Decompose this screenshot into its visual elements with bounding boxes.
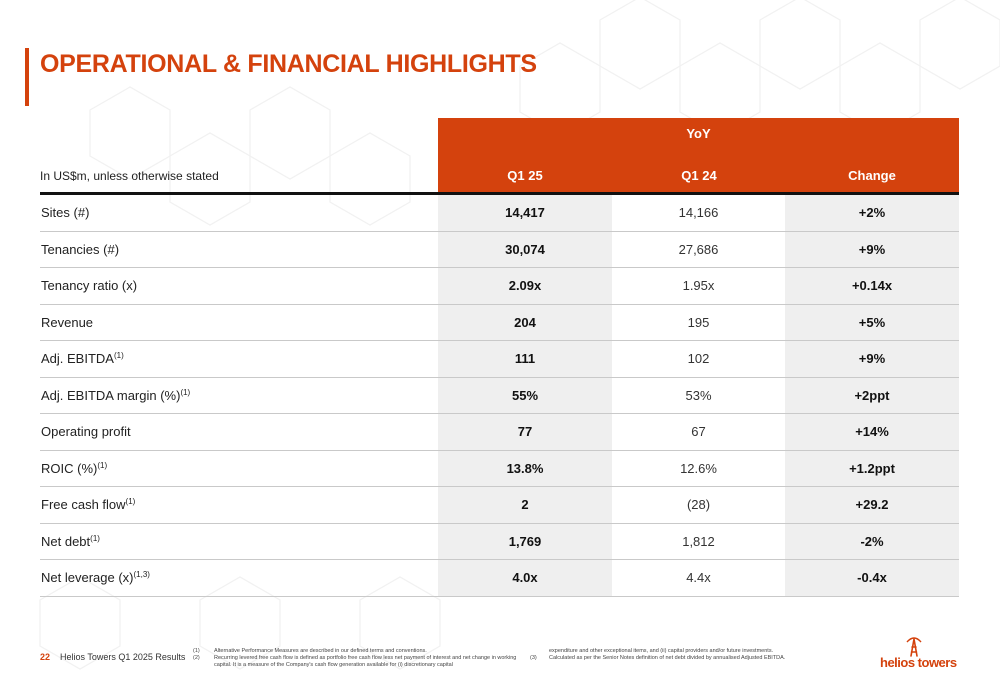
- footnote-2-continuation: expenditure and other exceptional items,…: [549, 648, 774, 654]
- row-label: Free cash flow(1): [41, 497, 136, 512]
- helios-tower-mast-icon: [906, 637, 922, 657]
- table-header-band: [438, 118, 959, 192]
- page-number: 22: [40, 652, 51, 662]
- table-row: Operating profit 77 67 +14%: [40, 414, 959, 451]
- footnote-1-text: Alternative Performance Measures are des…: [214, 648, 427, 654]
- column-header-q1-25: Q1 25: [507, 168, 543, 183]
- q1-24-value: 14,166: [678, 205, 719, 220]
- footnote-2-marker: (2): [193, 655, 200, 661]
- row-label: ROIC (%)(1): [41, 460, 108, 476]
- q1-25-value: 111: [514, 351, 536, 366]
- helios-towers-logo: helios towers: [880, 637, 962, 670]
- q1-24-value: 67: [691, 424, 706, 439]
- table-row: Adj. EBITDA margin (%)(1) 55% 53% +2ppt: [40, 378, 959, 414]
- table-row: Net debt(1) 1,769 1,812 -2%: [40, 524, 959, 560]
- q1-25-value: 55%: [511, 387, 539, 403]
- q1-25-value: 14,417: [505, 205, 545, 220]
- q1-25-value: 204: [514, 314, 536, 330]
- q1-24-value: (28): [686, 497, 711, 512]
- change-value: +5%: [858, 314, 886, 330]
- highlights-table: Sites (#) 14,417 14,166 +2% Tenancies (#…: [40, 195, 959, 597]
- q1-24-value: 27,686: [678, 241, 719, 257]
- row-label: Net leverage (x)(1,3): [41, 570, 150, 585]
- row-label: Sites (#): [41, 205, 90, 220]
- q1-24-value: 1.95x: [682, 278, 715, 293]
- change-value: +29.2: [855, 497, 889, 512]
- change-value: +2ppt: [854, 387, 890, 403]
- q1-25-value: 77: [517, 424, 533, 439]
- table-row: Tenancy ratio (x) 2.09x 1.95x +0.14x: [40, 268, 959, 305]
- table-row: Revenue 204 195 +5%: [40, 305, 959, 341]
- table-row: Adj. EBITDA(1) 111 102 +9%: [40, 341, 959, 378]
- q1-25-value: 13.8%: [506, 460, 544, 476]
- footer: 22 Helios Towers Q1 2025 Results (1) Alt…: [0, 637, 1000, 685]
- q1-25-column-shading: [438, 195, 612, 597]
- change-column-shading: [785, 195, 959, 597]
- q1-25-value: 1,769: [508, 533, 542, 549]
- q1-25-value: 4.0x: [512, 570, 538, 585]
- change-value: +14%: [855, 424, 889, 439]
- q1-24-value: 195: [687, 314, 710, 330]
- change-value: +2%: [858, 205, 886, 220]
- change-value: -2%: [860, 533, 884, 549]
- row-label: Adj. EBITDA(1): [41, 351, 124, 366]
- q1-25-value: 2.09x: [508, 278, 542, 293]
- unit-label: In US$m, unless otherwise stated: [40, 169, 219, 183]
- change-value: -0.4x: [857, 570, 887, 585]
- q1-25-value: 30,074: [505, 241, 545, 257]
- footnote-3-text: Calculated as per the Senior Notes defin…: [549, 655, 786, 661]
- row-label: Net debt(1): [41, 533, 100, 549]
- q1-24-value: 102: [687, 351, 710, 366]
- group-header-yoy: YoY: [686, 126, 711, 141]
- q1-24-value: 53%: [685, 387, 712, 403]
- header-rule: [40, 192, 959, 195]
- table-row: ROIC (%)(1) 13.8% 12.6% +1.2ppt: [40, 451, 959, 487]
- change-value: +0.14x: [851, 278, 893, 293]
- footnote-3-marker: (3): [530, 655, 537, 661]
- row-label: Tenancies (#): [41, 241, 120, 257]
- table-row: Free cash flow(1) 2 (28) +29.2: [40, 487, 959, 524]
- page-title: OPERATIONAL & FINANCIAL HIGHLIGHTS: [40, 50, 537, 78]
- row-label: Tenancy ratio (x): [41, 278, 138, 293]
- footer-label: Helios Towers Q1 2025 Results: [60, 652, 186, 662]
- footnote-1-marker: (1): [193, 648, 200, 654]
- q1-24-value: 4.4x: [686, 570, 711, 585]
- table-row: Tenancies (#) 30,074 27,686 +9%: [40, 232, 959, 268]
- row-label: Adj. EBITDA margin (%)(1): [41, 387, 191, 403]
- logo-wordmark: helios towers: [880, 655, 957, 670]
- q1-24-value: 1,812: [682, 533, 715, 549]
- q1-24-value: 12.6%: [680, 460, 717, 476]
- q1-25-value: 2: [521, 497, 529, 512]
- title-accent-bar: [25, 48, 29, 106]
- change-value: +9%: [858, 241, 886, 257]
- table-row: Sites (#) 14,417 14,166 +2%: [40, 195, 959, 232]
- change-value: +1.2ppt: [849, 460, 895, 476]
- column-header-q1-24: Q1 24: [681, 168, 717, 183]
- change-value: +9%: [858, 351, 886, 366]
- column-header-change: Change: [848, 168, 896, 183]
- row-label: Operating profit: [41, 424, 131, 439]
- row-label: Revenue: [41, 314, 94, 330]
- table-row: Net leverage (x)(1,3) 4.0x 4.4x -0.4x: [40, 560, 959, 597]
- footnote-2-text: Recurring levered free cash flow is defi…: [214, 655, 517, 668]
